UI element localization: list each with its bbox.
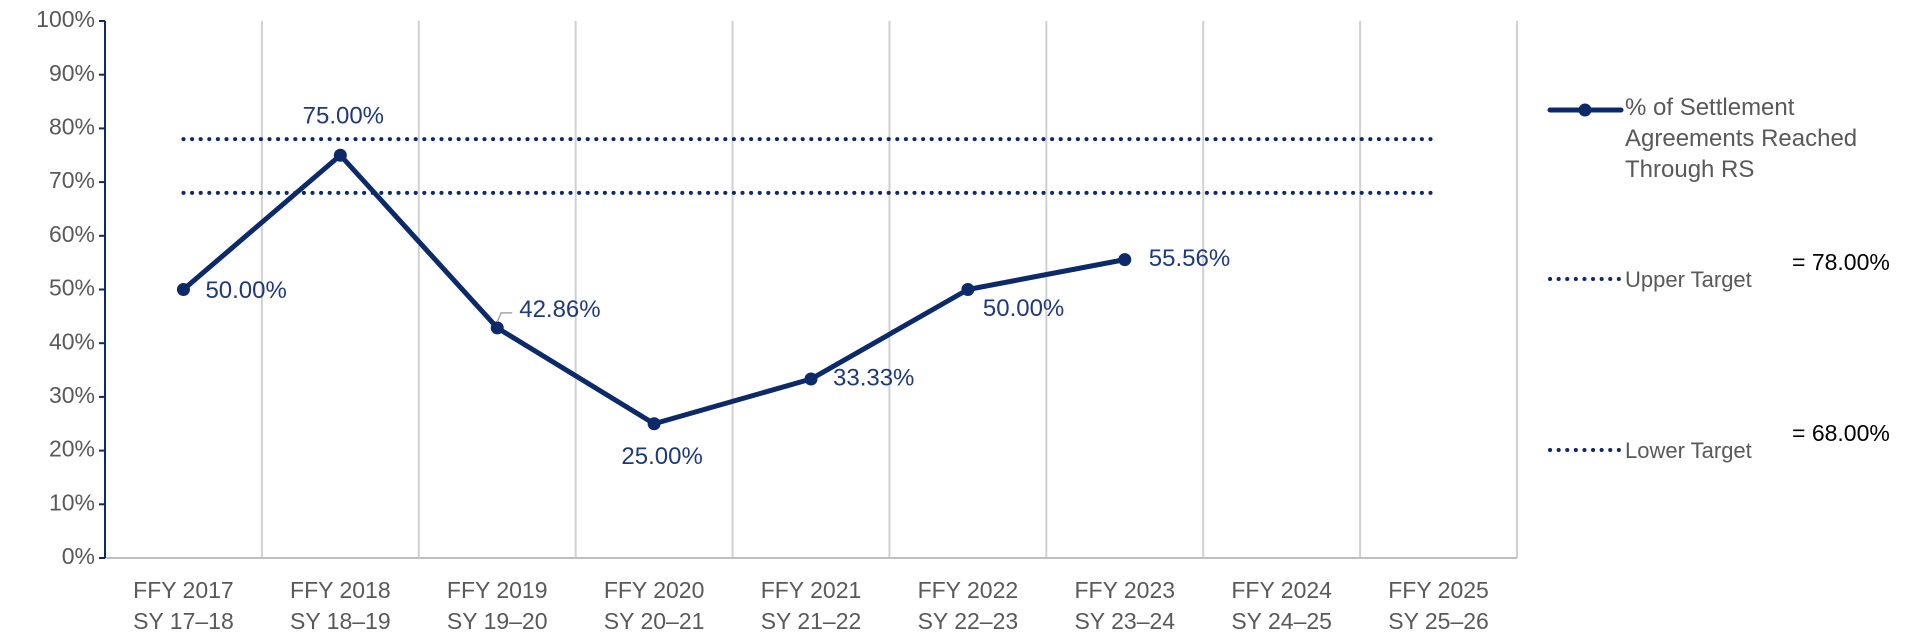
data-label: 50.00% (205, 277, 286, 304)
y-tick-label: 70% (49, 167, 95, 193)
legend-label: Upper Target (1625, 267, 1752, 292)
x-tick-label: SY 21–22 (761, 608, 862, 634)
y-tick-label: 20% (49, 436, 95, 462)
y-tick-label: 60% (49, 221, 95, 247)
legend-marker (1578, 103, 1592, 117)
data-label: 33.33% (833, 364, 914, 391)
data-label: 55.56% (1149, 245, 1230, 272)
x-tick-label: SY 25–26 (1388, 608, 1489, 634)
data-label: 75.00% (303, 103, 384, 130)
point (647, 417, 661, 431)
x-tick-label: SY 23–24 (1074, 608, 1175, 634)
x-tick-label: FFY 2022 (918, 577, 1019, 603)
point (176, 283, 190, 296)
x-tick-label: SY 17–18 (133, 608, 234, 634)
y-tick-label: 40% (49, 328, 95, 354)
x-tick-label: SY 24–25 (1231, 608, 1332, 634)
y-tick-label: 90% (49, 60, 95, 86)
data-label: 42.86% (519, 296, 600, 323)
legend-value: = 78.00% (1792, 249, 1890, 275)
legend-label: % of Settlement Agreements Reached Throu… (1625, 94, 1858, 183)
y-tick-label: 80% (49, 113, 95, 139)
x-tick-label: FFY 2021 (761, 577, 862, 603)
y-tick-label: 10% (49, 489, 95, 515)
x-tick-label: SY 18–19 (290, 608, 391, 634)
x-tick-label: FFY 2023 (1074, 577, 1175, 603)
x-tick-label: FFY 2017 (133, 577, 234, 603)
x-tick-label: FFY 2020 (604, 577, 705, 603)
point (333, 148, 347, 162)
point (1118, 253, 1132, 267)
y-tick-label: 30% (49, 382, 95, 408)
x-tick-label: SY 20–21 (604, 608, 705, 634)
x-tick-label: FFY 2024 (1231, 577, 1332, 603)
legend-value: = 68.00% (1792, 420, 1890, 446)
data-label: 25.00% (621, 443, 702, 470)
x-tick-label: SY 22–23 (918, 608, 1019, 634)
legend-label: Lower Target (1625, 438, 1752, 463)
leader-line (496, 312, 513, 323)
x-tick-label: FFY 2018 (290, 577, 391, 603)
x-tick-label: FFY 2019 (447, 577, 548, 603)
data-label: 50.00% (983, 295, 1064, 322)
point (804, 372, 818, 386)
x-tick-label: FFY 2025 (1388, 577, 1489, 603)
y-tick-label: 50% (49, 275, 95, 301)
point (961, 283, 975, 296)
series-line (180, 152, 1128, 427)
y-tick-label: 100% (36, 6, 95, 32)
y-tick-label: 0% (62, 543, 95, 569)
point (490, 321, 504, 335)
x-tick-label: SY 19–20 (447, 608, 548, 634)
